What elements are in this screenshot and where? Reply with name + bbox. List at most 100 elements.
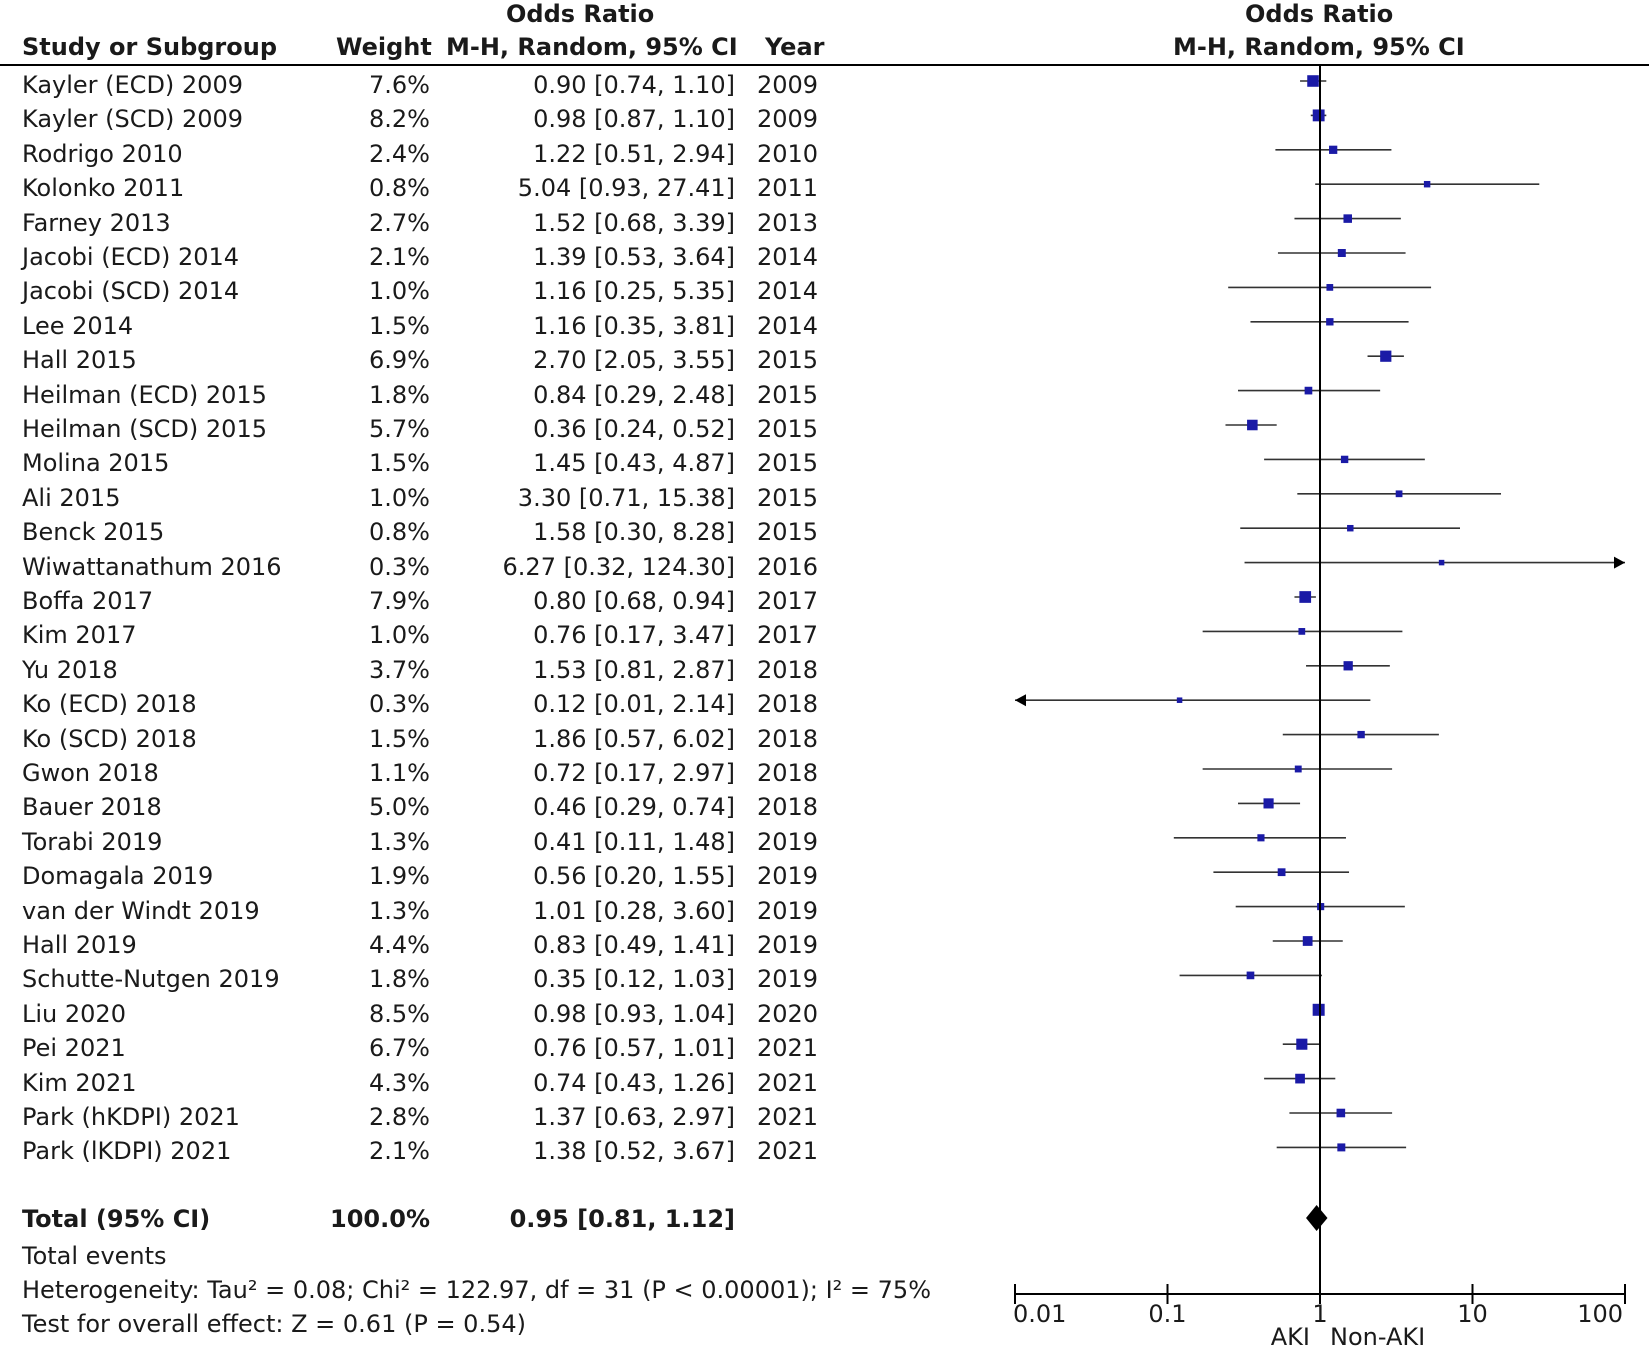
study-name: Kayler (SCD) 2009	[22, 105, 244, 134]
study-weight: 4.3%	[369, 1068, 430, 1097]
study-name: Kayler (ECD) 2009	[22, 71, 243, 99]
study-weight: 0.3%	[369, 690, 430, 719]
or-marker	[1337, 249, 1346, 257]
study-ci: 1.53 [0.81, 2.87]	[533, 655, 735, 684]
study-year: 2010	[757, 139, 819, 168]
study-ci: 1.37 [0.63, 2.97]	[533, 1103, 735, 1131]
study-name: Torabi 2019	[22, 827, 163, 856]
header-odds-ratio-left: Odds Ratio	[506, 0, 655, 28]
study-ci: 3.30 [0.71, 15.38]	[517, 483, 735, 512]
study-weight: 0.8%	[369, 174, 430, 203]
study-ci: 1.45 [0.43, 4.87]	[533, 449, 735, 478]
study-name: Rodrigo 2010	[22, 139, 183, 168]
header-study: Study or Subgroup	[22, 33, 278, 61]
study-name: Heilman (ECD) 2015	[22, 380, 267, 409]
or-marker	[1302, 936, 1313, 946]
study-ci: 0.98 [0.87, 1.10]	[533, 105, 735, 134]
or-marker	[1326, 318, 1334, 326]
or-marker	[1299, 591, 1312, 603]
study-weight: 1.5%	[369, 311, 430, 340]
favours-left-label: AKI	[1271, 1323, 1310, 1349]
study-name: Wiwattanathum 2016	[22, 552, 282, 581]
study-year: 2017	[757, 621, 819, 650]
or-marker	[1347, 524, 1354, 532]
study-ci: 0.41 [0.11, 1.48]	[533, 827, 735, 856]
header-method-left: M-H, Random, 95% CI	[446, 33, 738, 61]
study-name: Pei 2021	[22, 1034, 126, 1063]
study-ci: 1.16 [0.35, 3.81]	[533, 311, 735, 340]
study-name: Domagala 2019	[22, 862, 214, 891]
study-weight: 8.2%	[369, 105, 430, 134]
study-ci: 1.58 [0.30, 8.28]	[533, 518, 735, 547]
or-marker	[1246, 971, 1255, 980]
study-weight: 1.0%	[369, 621, 430, 650]
study-ci: 6.27 [0.32, 124.30]	[502, 552, 735, 581]
header-odds-ratio-right: Odds Ratio	[1245, 0, 1394, 28]
study-name: Yu 2018	[22, 655, 118, 684]
study-weight: 2.7%	[369, 208, 430, 237]
study-year: 2015	[757, 483, 819, 512]
or-marker	[1295, 1073, 1305, 1084]
study-name: Farney 2013	[22, 208, 171, 237]
study-weight: 7.6%	[369, 71, 430, 99]
study-name: Hall 2019	[22, 931, 137, 959]
study-name: Ko (SCD) 2018	[22, 724, 197, 753]
study-weight: 5.0%	[369, 793, 430, 822]
study-year: 2017	[757, 587, 819, 615]
study-year: 2019	[757, 965, 819, 994]
header-method-right: M-H, Random, 95% CI	[1173, 33, 1465, 61]
or-marker	[1336, 1108, 1346, 1118]
study-year: 2018	[757, 759, 819, 787]
or-marker	[1340, 455, 1349, 464]
total-label: Total (95% CI)	[22, 1205, 211, 1233]
study-year: 2015	[757, 518, 819, 547]
study-name: Jacobi (ECD) 2014	[22, 243, 240, 271]
study-name: Molina 2015	[22, 449, 170, 478]
study-year: 2018	[757, 793, 819, 822]
study-weight: 4.4%	[369, 931, 430, 959]
study-weight: 1.8%	[369, 965, 430, 994]
study-year: 2015	[757, 346, 819, 375]
study-year: 2014	[757, 311, 819, 340]
study-ci: 0.83 [0.49, 1.41]	[533, 931, 735, 959]
study-weight: 1.3%	[369, 896, 430, 925]
or-marker	[1263, 798, 1274, 809]
study-year: 2018	[757, 655, 819, 684]
study-weight: 7.9%	[369, 587, 430, 615]
heterogeneity-stats: Heterogeneity: Tau² = 0.08; Chi² = 122.9…	[22, 1276, 931, 1304]
x-tick-label: 1	[1312, 1300, 1327, 1328]
study-weight: 1.8%	[369, 380, 430, 409]
ci-arrow-left	[1015, 694, 1026, 707]
study-weight: 2.4%	[369, 139, 430, 168]
or-marker	[1380, 350, 1392, 362]
study-ci: 0.76 [0.17, 3.47]	[533, 621, 735, 650]
study-ci: 0.90 [0.74, 1.10]	[533, 71, 735, 99]
study-weight: 2.8%	[369, 1103, 430, 1131]
or-marker	[1277, 868, 1286, 877]
or-marker	[1312, 1003, 1325, 1016]
study-weight: 0.8%	[369, 518, 430, 547]
or-marker	[1357, 730, 1365, 739]
or-marker	[1423, 180, 1431, 188]
total-ci: 0.95 [0.81, 1.12]	[509, 1205, 735, 1233]
or-marker	[1438, 559, 1445, 566]
or-marker	[1298, 628, 1306, 635]
study-ci: 1.39 [0.53, 3.64]	[533, 243, 735, 271]
study-year: 2021	[757, 1137, 819, 1166]
study-year: 2009	[757, 71, 819, 99]
study-name: Park (lKDPI) 2021	[22, 1137, 232, 1166]
study-name: Liu 2020	[22, 999, 126, 1028]
study-name: Bauer 2018	[22, 793, 162, 822]
study-name: Kim 2021	[22, 1068, 137, 1097]
study-weight: 8.5%	[369, 999, 430, 1028]
or-marker	[1395, 490, 1403, 498]
study-ci: 1.01 [0.28, 3.60]	[533, 896, 735, 925]
or-marker	[1312, 109, 1325, 122]
study-name: Ali 2015	[22, 483, 121, 512]
x-tick-label: 0.01	[1013, 1300, 1066, 1328]
or-marker	[1296, 1038, 1308, 1050]
study-year: 2015	[757, 380, 819, 409]
study-ci: 0.46 [0.29, 0.74]	[533, 793, 735, 822]
study-name: Benck 2015	[22, 518, 165, 547]
